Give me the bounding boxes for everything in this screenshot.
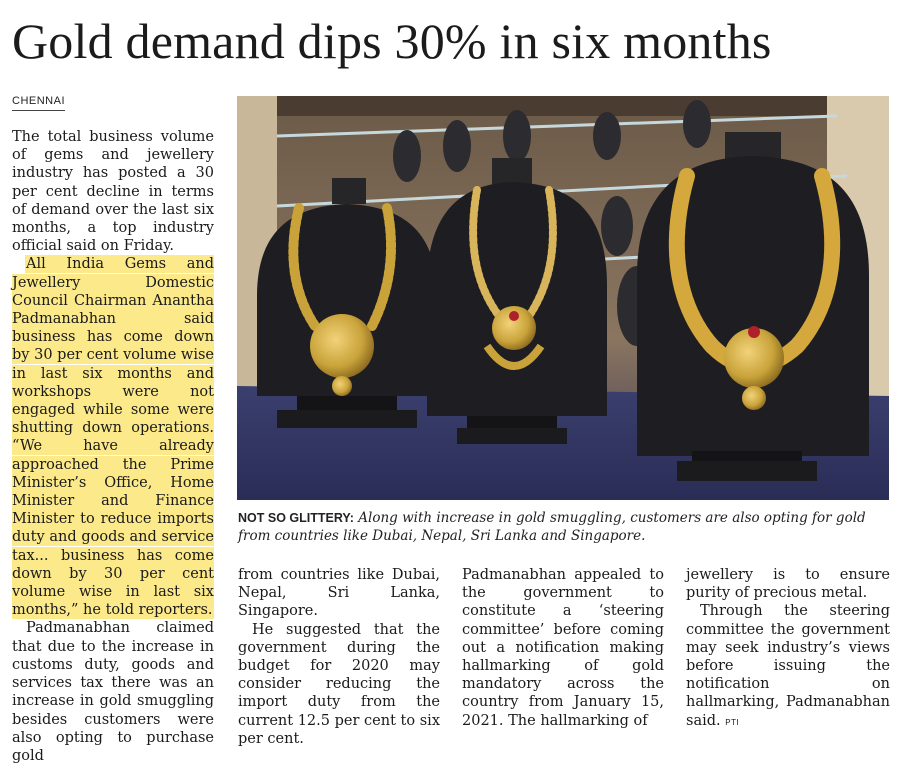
paragraph-continuation: from countries like Dubai, Nepal, Sri La… xyxy=(238,567,440,620)
photo-caption: NOT SO GLITTERY: Along with increase in … xyxy=(238,509,890,545)
article-column-3: Padmanabhan appealed to the government t… xyxy=(462,566,664,730)
article-column-1: The total business volume of gems and je… xyxy=(12,128,214,765)
caption-tag: NOT SO GLITTERY: xyxy=(238,511,354,525)
paragraph-steering-committee: Padmanabhan appealed to the government t… xyxy=(462,567,664,729)
jewellery-photo xyxy=(237,96,889,500)
paragraph-intro: The total business volume of gems and je… xyxy=(12,129,214,255)
headline: Gold demand dips 30% in six months xyxy=(12,13,772,69)
paragraph-smuggling: Padmanabhan claimed that due to the incr… xyxy=(12,620,214,764)
highlighted-text: All India Gems and Jewellery Domestic Co… xyxy=(12,256,214,619)
paragraph-quote: All India Gems and Jewellery Domestic Co… xyxy=(12,255,214,619)
closing-text: Through the steering committee the gover… xyxy=(686,603,890,729)
paragraph-closing: Through the steering committee the gover… xyxy=(686,602,890,731)
credit: PTI xyxy=(725,717,740,727)
paragraph-import-duty: He suggested that the government during … xyxy=(238,621,440,747)
article-column-2: from countries like Dubai, Nepal, Sri La… xyxy=(238,566,440,748)
article-column-4: jewellery is to ensure purity of preciou… xyxy=(686,566,890,732)
paragraph-continuation-2: jewellery is to ensure purity of preciou… xyxy=(686,567,890,602)
dateline: CHENNAI xyxy=(12,95,66,111)
necklace-display-image xyxy=(237,96,889,500)
caption-text: Along with increase in gold smuggling, c… xyxy=(238,510,866,544)
